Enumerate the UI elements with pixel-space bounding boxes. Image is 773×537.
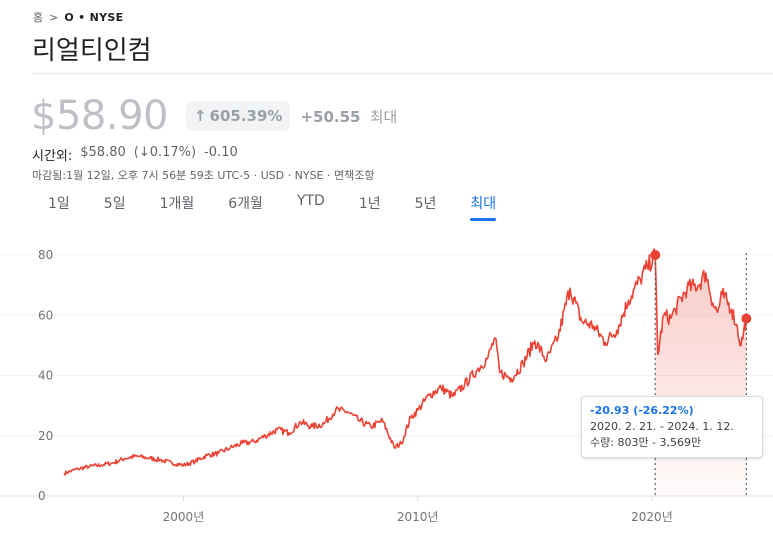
selection-start-dot xyxy=(650,250,661,261)
tab-5y[interactable]: 5년 xyxy=(414,196,437,212)
after-hours-label: 시간외: xyxy=(32,149,73,164)
after-hours: 시간외: $58.80 (↓0.17%) -0.10 xyxy=(32,145,238,164)
after-hours-change-abs: -0.10 xyxy=(204,145,238,160)
x-tick-label: 2010년 xyxy=(397,510,439,524)
breadcrumb-ticker: O • NYSE xyxy=(64,10,124,24)
tooltip-change: -20.93 (-26.22%) xyxy=(590,404,694,417)
closing-info: 마감됨:1월 12일, 오후 7시 56분 59초 UTC-5 · USD · … xyxy=(32,169,375,182)
tab-6m[interactable]: 6개월 xyxy=(228,196,263,212)
y-tick-label: 60 xyxy=(38,308,53,322)
x-tick-label: 2020년 xyxy=(631,510,673,524)
range-tabs: 1일 5일 1개월 6개월 YTD 1년 5년 최대 xyxy=(48,193,530,221)
page-title: 리얼티인컴 xyxy=(32,36,152,66)
selection-fill xyxy=(655,255,747,496)
tab-ytd[interactable]: YTD xyxy=(296,193,325,209)
y-tick-label: 20 xyxy=(38,429,53,443)
quote-row: $58.90 ↑ 605.39% +50.55 최대 xyxy=(31,93,397,139)
divider xyxy=(32,73,773,74)
y-tick-label: 0 xyxy=(38,489,46,503)
y-tick-label: 80 xyxy=(38,248,53,262)
price-line xyxy=(63,248,748,476)
tooltip-date-range: 2020. 2. 21. - 2024. 1. 12. xyxy=(590,420,734,433)
price-chart[interactable]: 0 20 40 60 80 2000년 2010년 2020년 xyxy=(0,225,773,537)
tab-1d[interactable]: 1일 xyxy=(48,196,70,212)
change-percent-value: 605.39% xyxy=(209,107,283,125)
breadcrumb-home-link[interactable]: 홈 xyxy=(33,11,44,24)
current-price: $58.90 xyxy=(31,93,168,139)
selection-tooltip: -20.93 (-26.22%) 2020. 2. 21. - 2024. 1.… xyxy=(581,396,763,458)
after-hours-price: $58.80 xyxy=(80,145,126,160)
tab-5d[interactable]: 5일 xyxy=(103,196,126,212)
change-absolute-value: +50.55 xyxy=(300,107,361,126)
tooltip-volume: 수량: 803만 - 3,569만 xyxy=(590,436,702,449)
change-absolute: +50.55 최대 xyxy=(300,106,397,127)
tab-1y[interactable]: 1년 xyxy=(358,196,381,212)
x-tick-label: 2000년 xyxy=(163,510,205,524)
y-tick-label: 40 xyxy=(38,369,53,383)
selection-end-dot xyxy=(741,313,752,324)
after-hours-change-pct: (↓0.17%) xyxy=(133,145,197,160)
breadcrumb: 홈 > O • NYSE xyxy=(33,9,123,25)
chevron-right-icon: > xyxy=(49,10,59,24)
tab-1m[interactable]: 1개월 xyxy=(159,196,195,212)
arrow-up-icon: ↑ xyxy=(193,107,207,125)
change-period-label: 최대 xyxy=(369,107,398,126)
change-percent-badge: ↑ 605.39% xyxy=(185,101,291,131)
tab-max[interactable]: 최대 xyxy=(470,193,496,221)
